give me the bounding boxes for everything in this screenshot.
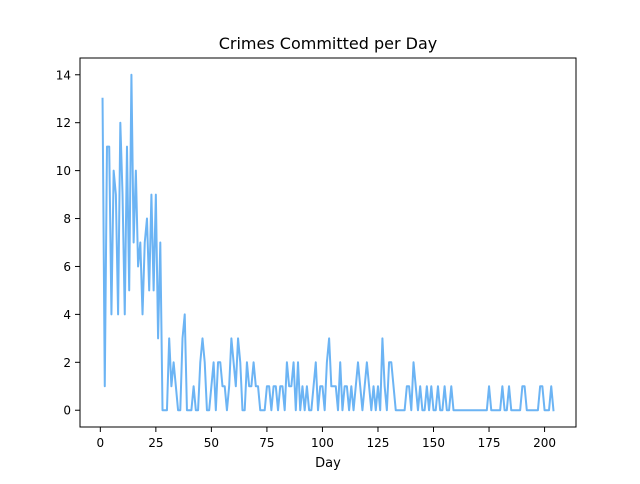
series-line-0 [101,73,555,412]
x-axis: 0 25 50 75 100 125 150 175 200 [97,427,556,450]
y-axis: 0 2 4 6 8 10 12 14 [56,68,80,418]
y-tick-label: 6 [63,260,71,274]
x-tick-label: 125 [367,436,390,450]
plot-area [101,73,555,412]
y-tick-label: 14 [56,68,71,82]
x-tick-label: 25 [148,436,163,450]
x-tick-label: 0 [97,436,105,450]
y-tick-label: 4 [63,308,71,322]
y-tick-label: 10 [56,164,71,178]
chart-title: Crimes Committed per Day [219,34,438,53]
x-tick-label: 200 [533,436,556,450]
x-tick-label: 50 [204,436,219,450]
x-axis-label: Day [315,456,341,471]
y-tick-label: 8 [63,212,71,226]
x-tick-label: 75 [259,436,274,450]
x-tick-label: 150 [422,436,445,450]
y-tick-label: 12 [56,116,71,130]
axes-frame [79,57,577,428]
x-tick-label: 100 [311,436,334,450]
y-tick-label: 2 [63,356,71,370]
y-tick-label: 0 [63,404,71,418]
x-tick-label: 175 [478,436,501,450]
